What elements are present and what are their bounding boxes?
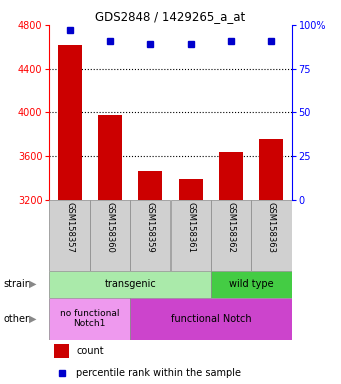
Bar [211, 200, 251, 271]
Text: percentile rank within the sample: percentile rank within the sample [76, 368, 241, 378]
Text: other: other [3, 314, 29, 324]
Text: GSM158359: GSM158359 [146, 202, 155, 253]
Text: GSM158360: GSM158360 [105, 202, 115, 253]
Text: GDS2848 / 1429265_a_at: GDS2848 / 1429265_a_at [95, 10, 246, 23]
Bar [49, 298, 130, 340]
Text: GSM158363: GSM158363 [267, 202, 276, 253]
Bar [259, 139, 283, 200]
Bar [170, 200, 211, 271]
Bar [49, 271, 211, 298]
Text: GSM158357: GSM158357 [65, 202, 74, 253]
Bar [58, 45, 82, 200]
Bar [49, 200, 90, 271]
Text: wild type: wild type [229, 279, 273, 289]
Text: no functional
Notch1: no functional Notch1 [60, 309, 120, 328]
Text: GSM158362: GSM158362 [226, 202, 236, 253]
Bar [138, 171, 162, 200]
Text: count: count [76, 346, 104, 356]
Text: ▶: ▶ [29, 279, 36, 289]
Bar [54, 344, 69, 358]
Text: transgenic: transgenic [104, 279, 156, 289]
Text: strain: strain [3, 279, 31, 289]
Text: functional Notch: functional Notch [170, 314, 251, 324]
Text: GSM158361: GSM158361 [186, 202, 195, 253]
Bar [98, 114, 122, 200]
Text: ▶: ▶ [29, 314, 36, 324]
Bar [90, 200, 130, 271]
Bar [130, 298, 292, 340]
Bar [251, 200, 292, 271]
Bar [179, 179, 203, 200]
Bar [130, 200, 170, 271]
Bar [211, 271, 292, 298]
Bar [219, 152, 243, 200]
